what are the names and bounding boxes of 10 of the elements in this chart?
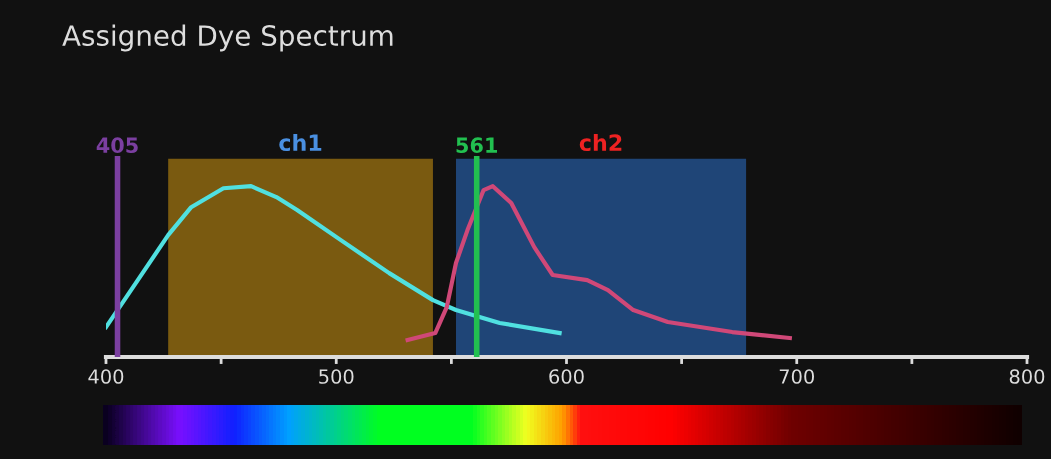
- band-label: ch1: [279, 133, 322, 152]
- ref-line-label: 405: [96, 137, 138, 154]
- x-tick-label: 400: [88, 369, 124, 384]
- chart-title: Assigned Dye Spectrum: [62, 24, 393, 52]
- x-tick-label: 800: [1009, 369, 1045, 384]
- x-tick-label: 500: [319, 369, 354, 384]
- x-tick-label: 700: [779, 369, 815, 384]
- ref-line-label: 561: [456, 137, 498, 154]
- band-label: ch2: [579, 133, 622, 152]
- x-tick-label: 600: [549, 369, 584, 384]
